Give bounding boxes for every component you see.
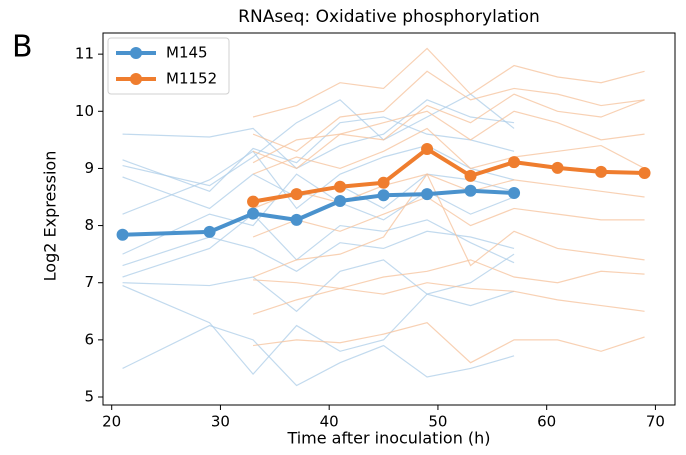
x-tick-label: 50 <box>428 413 447 431</box>
background-line <box>122 230 515 272</box>
background-line <box>252 70 645 152</box>
background-line <box>122 253 515 313</box>
y-tick-label: 7 <box>84 273 94 291</box>
point <box>377 189 390 202</box>
point <box>247 195 260 208</box>
point <box>638 167 651 179</box>
y-tick-label: 8 <box>84 216 94 234</box>
point <box>290 188 303 201</box>
x-tick-label: 40 <box>320 413 339 431</box>
plot-frame <box>102 32 676 406</box>
point <box>595 165 608 178</box>
chart-title: RNAseq: Oxidative phosphorylation <box>238 7 540 27</box>
point <box>334 195 347 207</box>
x-tick-label: 20 <box>102 413 121 431</box>
legend: M145 M1152 <box>107 37 230 95</box>
y-axis-label: Log2 Expression <box>41 151 60 282</box>
background-line <box>252 322 645 364</box>
background-line <box>122 99 515 170</box>
point <box>421 143 434 155</box>
background-line <box>122 213 515 278</box>
background-line <box>252 47 645 118</box>
y-tick-label: 6 <box>84 330 94 348</box>
background-line <box>252 110 645 164</box>
y-tick-label: 10 <box>75 102 94 120</box>
legend-marker <box>130 47 142 59</box>
point <box>551 161 564 174</box>
background-line <box>252 196 645 238</box>
background-line <box>252 282 645 315</box>
x-axis-label: Time after inoculation (h) <box>286 429 490 448</box>
background-line <box>252 172 645 278</box>
background-line <box>122 324 515 387</box>
point <box>464 169 477 182</box>
point <box>421 188 434 201</box>
point <box>203 225 216 238</box>
point <box>508 187 521 199</box>
background-line <box>122 285 515 376</box>
panel-label: B <box>12 30 33 65</box>
x-tick-label: 60 <box>537 413 556 431</box>
legend-marker <box>130 73 142 85</box>
point <box>377 176 390 189</box>
point <box>290 213 303 226</box>
y-tick-label: 9 <box>84 159 94 177</box>
legend-label: M145 <box>166 44 208 62</box>
legend-label: M1152 <box>166 70 217 88</box>
point <box>334 180 347 193</box>
point <box>116 228 129 241</box>
background-line <box>253 259 645 290</box>
x-tick-label: 30 <box>211 413 230 431</box>
background-line <box>122 144 515 215</box>
background-line <box>252 93 645 170</box>
background-line <box>252 127 645 175</box>
point <box>508 156 521 169</box>
background-line <box>252 173 645 209</box>
background-line <box>122 116 515 192</box>
point <box>464 184 477 197</box>
background-line <box>122 93 515 187</box>
y-tick-label: 11 <box>75 45 94 63</box>
x-tick-label: 70 <box>646 413 665 431</box>
series-line <box>252 147 645 204</box>
point <box>247 207 260 220</box>
y-tick-label: 5 <box>84 388 94 406</box>
